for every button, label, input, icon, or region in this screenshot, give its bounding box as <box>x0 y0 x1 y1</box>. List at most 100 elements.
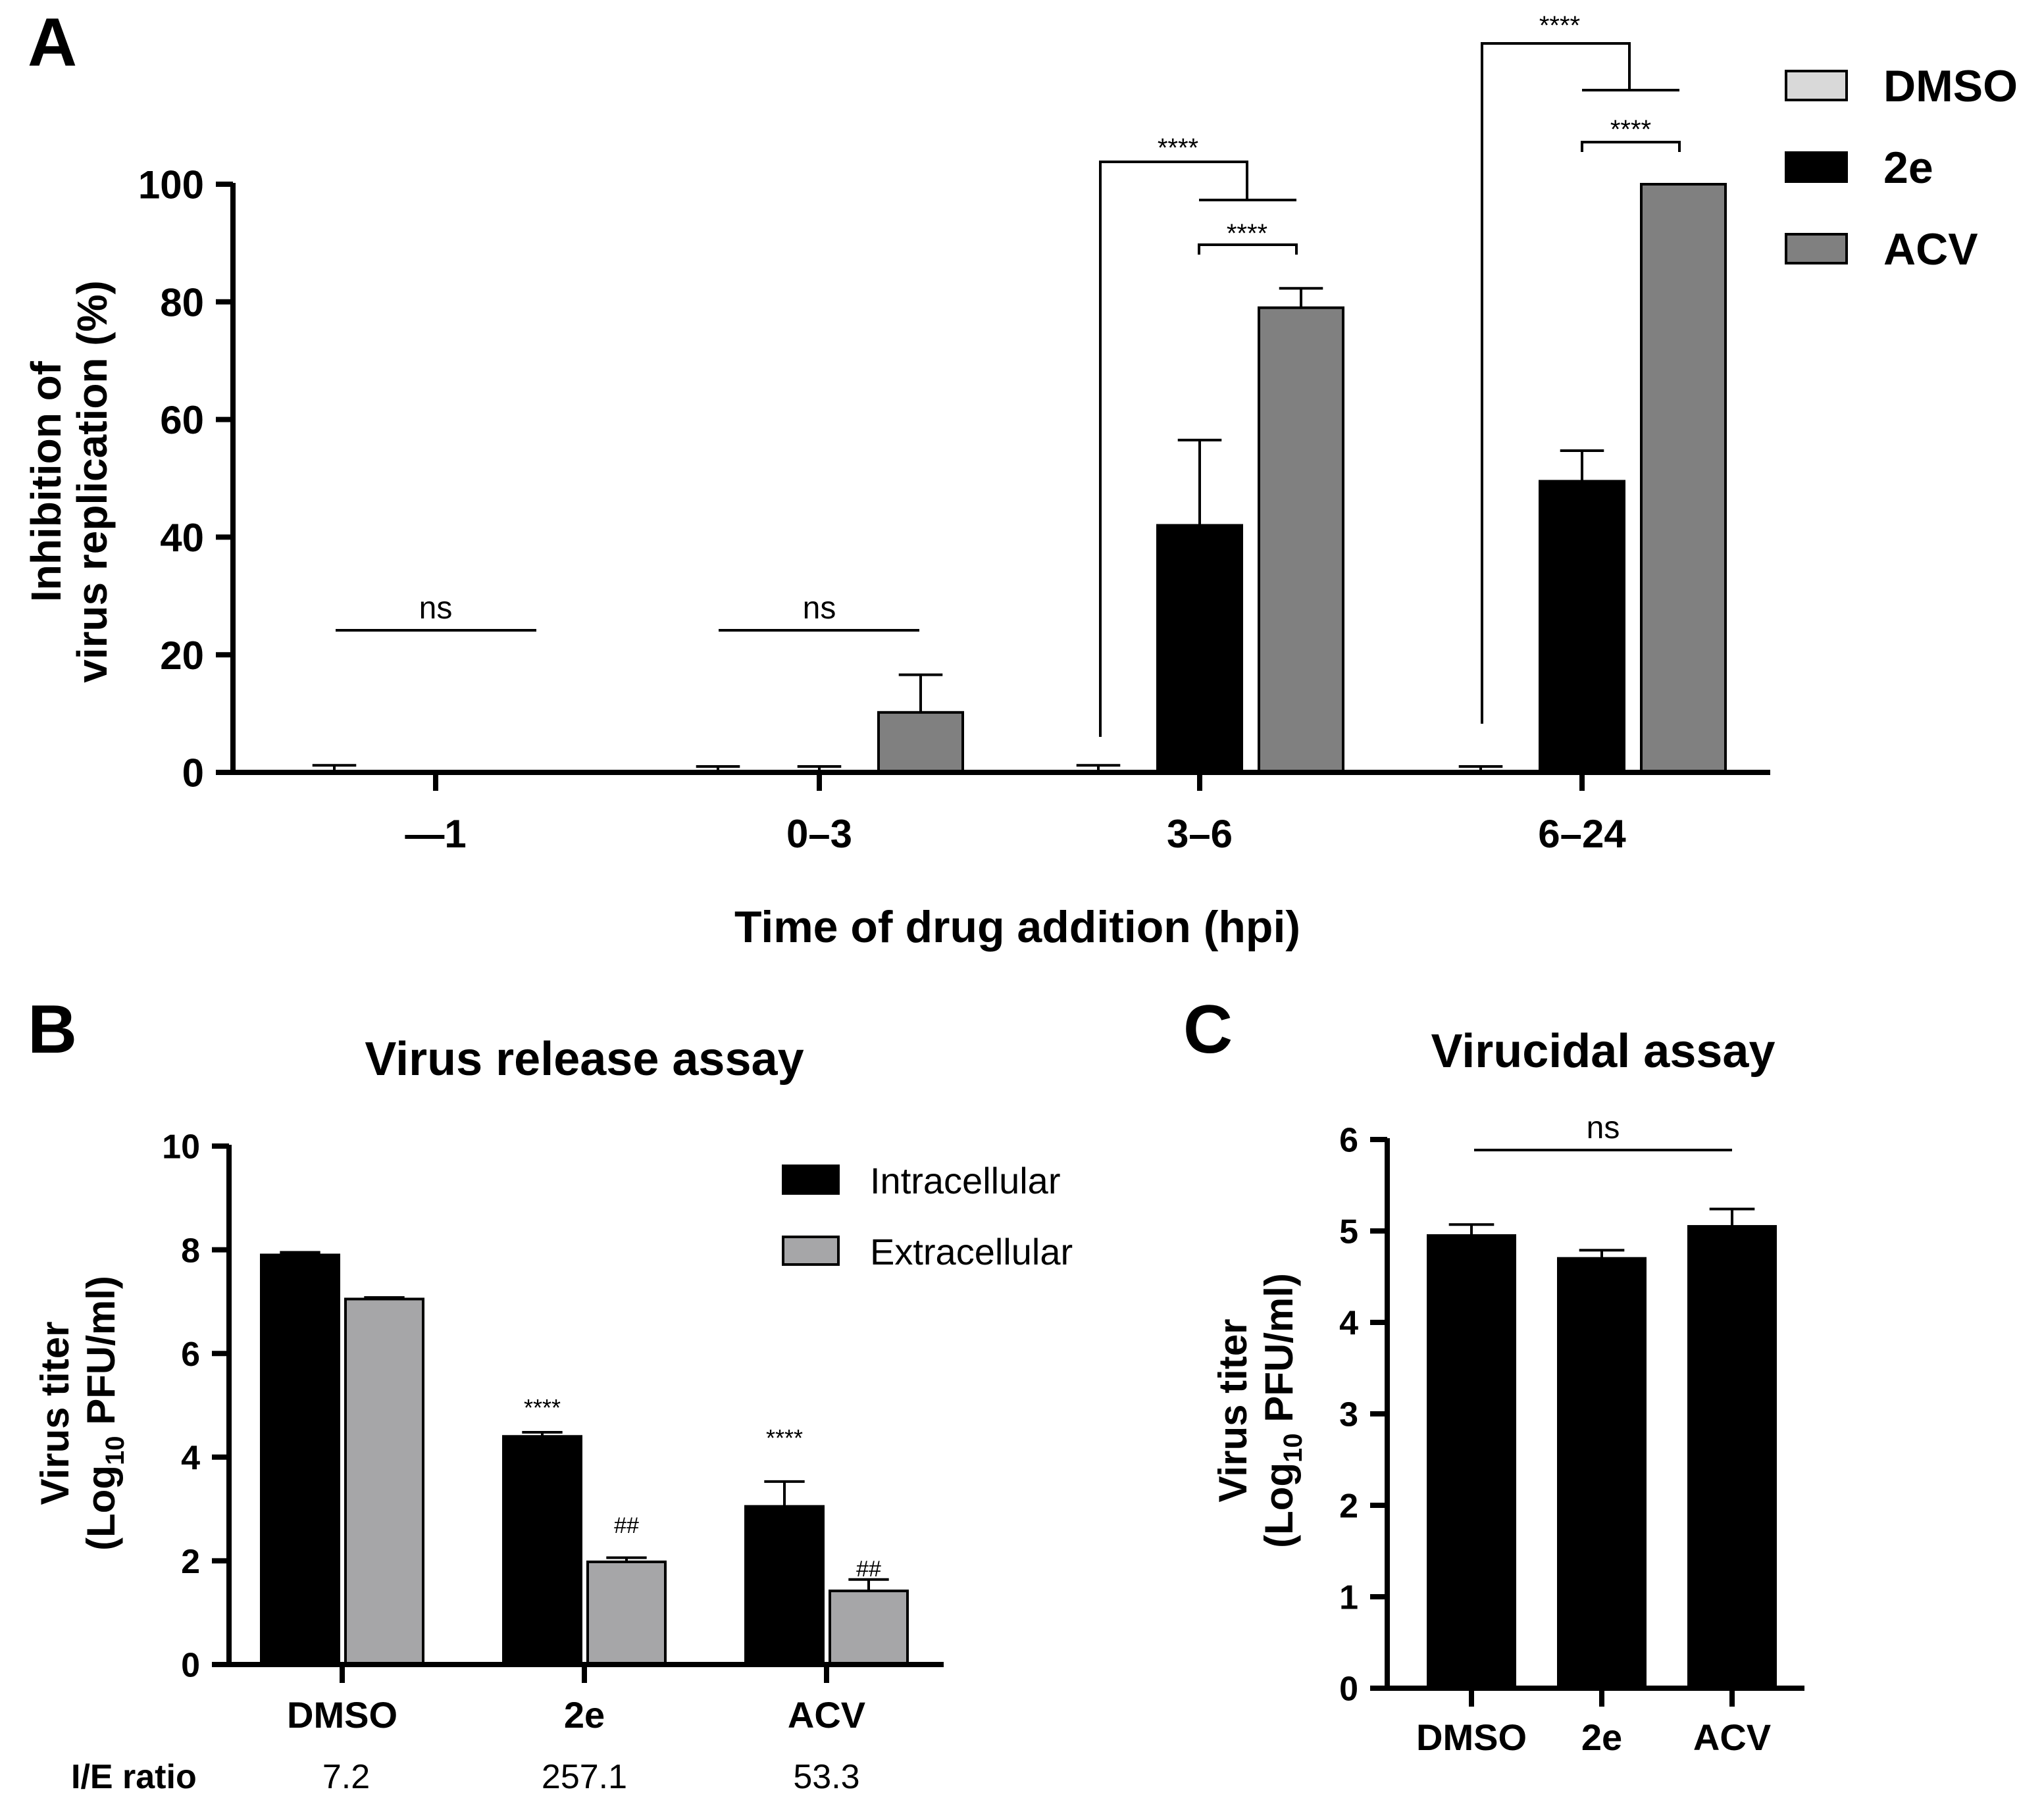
panel-a-bar-624-2e <box>1539 480 1625 774</box>
legend-swatch-intracellular <box>782 1165 840 1195</box>
panel-a-y-tick-label: 100 <box>138 163 204 207</box>
panel-c-error-bar <box>1709 1207 1755 1227</box>
panel-b-y-tick-label: 10 <box>162 1128 200 1166</box>
panel-b-error-bar <box>764 1480 805 1507</box>
panel-b-sig-2e-extra: ## <box>614 1513 639 1538</box>
panel-b-error-bar <box>522 1430 563 1437</box>
panel-c-y-tick-label: 1 <box>1339 1579 1358 1617</box>
ratio-2e: 257.1 <box>542 1758 627 1796</box>
panel-b-y-label-1: Virus titer <box>33 1322 77 1505</box>
panel-c-error-bar <box>1448 1223 1495 1236</box>
panel-b-error-bar <box>606 1556 647 1562</box>
panel-c-title: Virucidal assay <box>1431 1025 1775 1078</box>
panel-c-x-tick-label: DMSO <box>1416 1716 1527 1758</box>
panel-c-y-tick-label: 0 <box>1339 1670 1358 1709</box>
panel-b-sig-acv-intra: **** <box>766 1424 803 1451</box>
panel-c-y-label-2: (Log10 PFU/ml) <box>1257 1273 1308 1548</box>
panel-a-sig-group-36: **** <box>1158 134 1198 163</box>
panel-a-y-tick-label: 40 <box>160 516 204 560</box>
panel-a-sig-ns-2: ns <box>803 591 836 626</box>
ratio-dmso: 7.2 <box>322 1758 370 1796</box>
panel-a-bar-03-acv <box>877 711 964 774</box>
panel-a-significance: ns ns **** **** **** **** <box>336 11 1681 737</box>
panel-b-y-tick-label: 2 <box>181 1543 200 1581</box>
panel-b-sig-2e-intra: **** <box>524 1394 561 1421</box>
legend-label-2e: 2e <box>1883 143 1933 193</box>
ratio-label: I/E ratio <box>71 1758 197 1796</box>
panel-label-c: C <box>1183 991 1233 1068</box>
legend-swatch-2e <box>1785 151 1848 183</box>
panel-b-legend: Intracellular Extracellular <box>782 1160 1073 1272</box>
panel-a-legend: DMSO 2e ACV <box>1785 61 2018 274</box>
panel-c-y-tick-label: 5 <box>1339 1213 1358 1251</box>
panel-a-chart: Inhibition of virus replication (%) Time… <box>22 11 2018 952</box>
panel-b-y-tick-label: 4 <box>181 1440 200 1478</box>
panel-label-b: B <box>28 991 77 1068</box>
panel-a-sig-36: **** <box>1227 219 1267 248</box>
panel-c-chart: Virucidal assay Virus titer (Log10 PFU/m… <box>1211 1025 1804 1758</box>
panel-a-x-tick-label: —1 <box>405 812 466 856</box>
panel-b-x-tick-label: ACV <box>788 1694 865 1736</box>
panel-a-bar-36-acv <box>1258 306 1344 774</box>
panel-a-x-tick-label: 3–6 <box>1167 812 1233 856</box>
panel-b-ratio-row: I/E ratio 7.2 257.1 53.3 <box>71 1758 860 1796</box>
legend-swatch-dmso <box>1785 70 1848 101</box>
panel-a-error-bar <box>1560 449 1604 482</box>
panel-b-chart: Virus release assay Virus titer (Log10 P… <box>33 1033 1073 1796</box>
panel-a-bar-624-acv <box>1640 183 1727 774</box>
panel-c-x-tick-label: 2e <box>1581 1716 1622 1758</box>
panel-a-x-tick-label: 6–24 <box>1538 812 1626 856</box>
panel-b-bar-2e-intracellular <box>502 1435 582 1666</box>
panel-a-error-bar <box>1279 287 1323 308</box>
panel-a-y-tick-label: 60 <box>160 398 204 442</box>
panel-c-significance: ns <box>1474 1111 1732 1151</box>
panel-b-y-label-2: (Log10 PFU/ml) <box>79 1276 130 1551</box>
panel-b-bar-DMSO-intracellular <box>260 1253 340 1666</box>
panel-c-bar-2e-titer <box>1557 1257 1647 1690</box>
panel-b-x-tick-label: DMSO <box>287 1694 397 1736</box>
panel-b-bar-2e-extracellular <box>586 1560 667 1666</box>
panel-a-x-tick-label: 0–3 <box>786 812 852 856</box>
legend-swatch-extracellular <box>782 1236 840 1266</box>
panel-b-y-tick-label: 0 <box>181 1647 200 1685</box>
legend-swatch-acv <box>1785 233 1848 264</box>
panel-a-y-tick-label: 0 <box>182 751 204 795</box>
legend-label-acv: ACV <box>1883 224 1978 274</box>
panel-b-bar-ACV-intracellular <box>744 1505 825 1666</box>
panel-b-error-bar <box>848 1578 889 1591</box>
panel-a-error-bar <box>898 673 943 713</box>
panel-a-sig-ns-1: ns <box>419 591 453 626</box>
panel-c-y-tick-label: 3 <box>1339 1396 1358 1434</box>
panel-c-error-bar <box>1579 1249 1625 1259</box>
ratio-acv: 53.3 <box>793 1758 859 1796</box>
panel-a-y-label-1: Inhibition of <box>22 361 70 602</box>
panel-b-error-bar <box>364 1296 405 1299</box>
legend-label-intracellular: Intracellular <box>870 1160 1060 1201</box>
panel-c-y-tick-label: 2 <box>1339 1488 1358 1526</box>
panel-c-sig-ns: ns <box>1587 1111 1620 1145</box>
panel-a-sig-group-624: **** <box>1539 11 1580 40</box>
panel-a-error-bar <box>1177 438 1222 526</box>
panel-a-bar-36-2e <box>1156 524 1243 774</box>
panel-b-sig-acv-extra: ## <box>856 1557 881 1582</box>
panel-b-bar-ACV-extracellular <box>829 1590 909 1666</box>
panel-b-error-bar <box>280 1251 320 1255</box>
panel-c-bar-ACV-titer <box>1687 1225 1777 1690</box>
panel-label-a: A <box>28 5 77 81</box>
panel-a-x-label: Time of drug addition (hpi) <box>734 902 1300 952</box>
panel-c-y-tick-label: 6 <box>1339 1122 1358 1160</box>
panel-b-significance: **** ## **** ## <box>524 1394 881 1582</box>
panel-b-y-tick-label: 8 <box>181 1232 200 1270</box>
panel-a-sig-624: **** <box>1610 115 1651 144</box>
panel-a-y-tick-label: 80 <box>160 280 204 324</box>
panel-a-y-label-2: virus replication (%) <box>68 280 116 683</box>
panel-b-bar-DMSO-extracellular <box>344 1297 424 1666</box>
legend-label-dmso: DMSO <box>1883 61 2018 111</box>
panel-a-y-tick-label: 20 <box>160 634 204 678</box>
legend-label-extracellular: Extracellular <box>870 1231 1073 1272</box>
panel-b-title: Virus release assay <box>365 1033 804 1086</box>
panel-b-y-tick-label: 6 <box>181 1336 200 1374</box>
panel-c-y-tick-label: 4 <box>1339 1305 1358 1343</box>
panel-b-x-tick-label: 2e <box>564 1694 605 1736</box>
